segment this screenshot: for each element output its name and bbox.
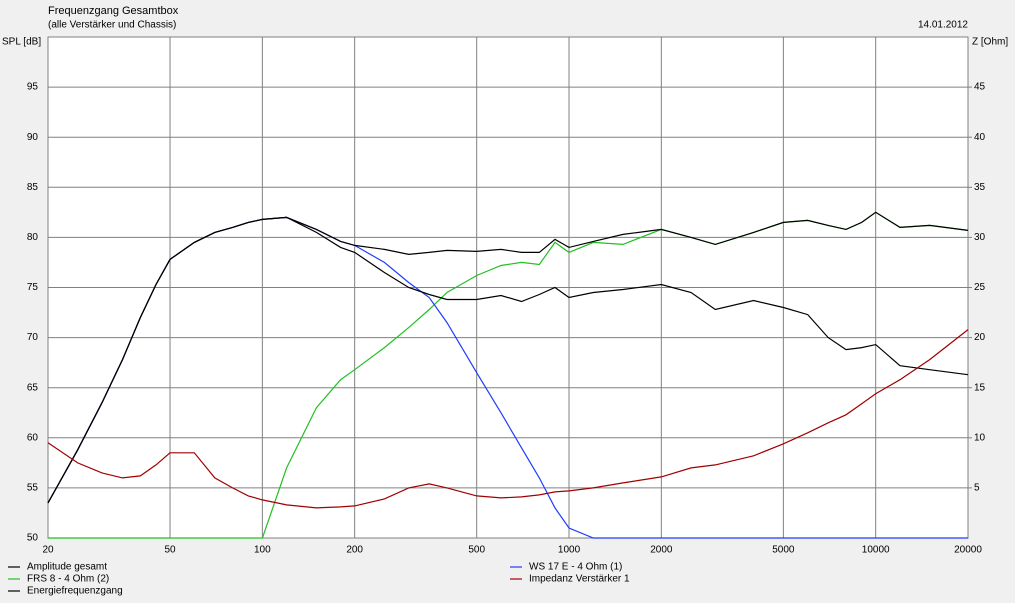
x-tick-label: 2000 xyxy=(650,545,673,556)
y2-tick-label: 25 xyxy=(974,282,986,293)
y-tick-label: 95 xyxy=(27,82,39,93)
x-tick-label: 20 xyxy=(42,545,54,556)
legend-label: Impedanz Verstärker 1 xyxy=(529,574,630,585)
y-tick-label: 50 xyxy=(27,533,39,544)
y2-tick-label: 40 xyxy=(974,132,986,143)
legend-label: WS 17 E - 4 Ohm (1) xyxy=(529,562,622,573)
series-line xyxy=(47,329,969,509)
y2-tick-label: 5 xyxy=(974,483,980,494)
series-line xyxy=(47,211,969,504)
y-tick-label: 55 xyxy=(27,483,39,494)
y2-tick-label: 15 xyxy=(974,382,986,393)
legend-label: Amplitude gesamt xyxy=(27,562,107,573)
x-tick-label: 50 xyxy=(164,545,176,556)
y2-tick-label: 10 xyxy=(974,432,986,443)
y2-tick-label: 30 xyxy=(974,232,986,243)
y-tick-label: 65 xyxy=(27,382,39,393)
y2-tick-label: 20 xyxy=(974,332,986,343)
x-tick-label: 10000 xyxy=(862,545,890,556)
y-tick-label: 70 xyxy=(27,332,39,343)
y-tick-label: 90 xyxy=(27,132,39,143)
y-tick-label: 60 xyxy=(27,432,39,443)
x-tick-label: 500 xyxy=(468,545,485,556)
x-tick-label: 5000 xyxy=(772,545,795,556)
y-tick-label: 75 xyxy=(27,282,39,293)
y-tick-label: 80 xyxy=(27,232,39,243)
x-tick-label: 200 xyxy=(346,545,363,556)
y2-axis-label: Z [Ohm] xyxy=(972,37,1008,48)
y2-tick-label: 35 xyxy=(974,182,986,193)
lines xyxy=(47,211,969,539)
chart-subtitle: (alle Verstärker und Chassis) xyxy=(48,20,176,31)
legend-label: Energiefrequenzgang xyxy=(27,586,123,597)
x-tick-label: 20000 xyxy=(954,545,982,556)
y-axis-label: SPL [dB] xyxy=(2,37,41,48)
chart-title: Frequenzgang Gesamtbox xyxy=(48,5,179,17)
x-tick-label: 100 xyxy=(254,545,271,556)
date: 14.01.2012 xyxy=(918,20,968,31)
x-tick-label: 1000 xyxy=(558,545,581,556)
y2-tick-label: 45 xyxy=(974,82,986,93)
legend-label: FRS 8 - 4 Ohm (2) xyxy=(27,574,109,585)
y-tick-label: 85 xyxy=(27,182,39,193)
